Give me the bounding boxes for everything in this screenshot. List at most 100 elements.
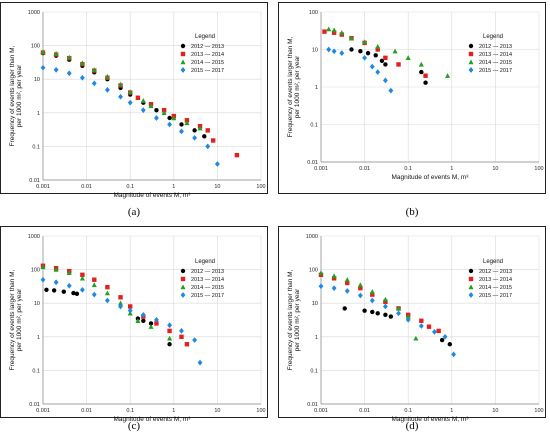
data-point [445, 73, 451, 78]
data-point [179, 128, 184, 135]
data-point [365, 50, 371, 56]
legend-title: Legend [483, 34, 503, 40]
legend-entry: 2012 — 2013 [191, 44, 224, 50]
data-point [357, 292, 363, 299]
data-point [418, 323, 424, 329]
data-point [154, 115, 159, 121]
x-tick-label: 10 [214, 408, 220, 414]
data-point [140, 107, 146, 113]
x-tick-label: 0.1 [404, 408, 412, 414]
data-point [370, 309, 375, 315]
y-tick-label: 0.1 [310, 123, 318, 129]
x-tick-label: 100 [256, 184, 265, 190]
data-point [331, 276, 337, 281]
x-tick-label: 0.01 [81, 184, 92, 190]
y-tick-label: 10 [312, 301, 318, 307]
data-point [392, 48, 398, 54]
legend-entry: 2012 — 2013 [191, 269, 224, 275]
legend-entry: 2013 — 2014 [191, 277, 224, 283]
series-2 [326, 26, 451, 78]
data-point [140, 311, 146, 318]
y-tick-label: 10 [34, 301, 40, 307]
data-point [388, 314, 394, 319]
legend-entry: 2015 — 2017 [191, 68, 224, 74]
data-point [413, 335, 419, 341]
x-tick-label: 10 [492, 408, 498, 414]
data-point [161, 107, 167, 113]
data-point [423, 80, 428, 85]
data-point [91, 80, 97, 87]
legend-marker [180, 268, 186, 274]
y-tick-label: 0.1 [32, 368, 40, 374]
data-point [388, 87, 394, 94]
y-tick-label: 100 [309, 268, 318, 274]
data-point [197, 125, 203, 131]
data-point [44, 287, 49, 293]
data-point [66, 70, 72, 77]
y-tick-label: 10 [34, 77, 40, 83]
data-point [140, 98, 146, 103]
y-tick-label: 1 [315, 335, 318, 341]
data-point [348, 35, 355, 41]
data-point [375, 47, 380, 52]
data-point [192, 134, 198, 141]
y-tick-label: 1000 [28, 234, 40, 240]
data-point [40, 49, 46, 55]
data-point [79, 275, 85, 281]
data-point [375, 311, 380, 316]
data-point [53, 66, 59, 73]
x-tick-label: 0.1 [126, 184, 134, 190]
data-point [447, 342, 453, 347]
data-point [80, 272, 85, 278]
data-point [395, 305, 402, 311]
data-point [375, 69, 381, 75]
data-point [322, 29, 327, 34]
data-point [405, 313, 411, 319]
data-point [418, 61, 424, 67]
panel-c-frame [0, 226, 268, 418]
data-point [127, 307, 133, 314]
data-point [66, 54, 72, 60]
data-point [61, 289, 67, 294]
y-tick-label: 0.1 [310, 368, 318, 374]
data-point [184, 342, 190, 347]
data-point [167, 328, 172, 334]
data-point [423, 73, 428, 78]
data-point [357, 282, 363, 288]
series-3 [40, 276, 203, 366]
data-point [118, 93, 123, 100]
legend-entry: 2012 — 2013 [479, 44, 512, 50]
data-point [104, 290, 110, 296]
y-axis-title-line2: per 1000 m², per year [16, 288, 23, 351]
data-point [234, 152, 240, 158]
data-point [104, 87, 110, 93]
y-tick-label: 10 [312, 48, 318, 54]
data-point [383, 312, 388, 318]
panel-d-label: (d) [405, 420, 419, 432]
data-point [197, 359, 203, 366]
data-point [318, 283, 324, 290]
data-point [331, 30, 337, 35]
y-axis-title-line1: Frequency of events larger than M, [9, 269, 16, 370]
data-point [179, 122, 184, 127]
y-tick-label: 0.01 [307, 402, 318, 408]
data-point [331, 285, 337, 292]
legend-marker [468, 284, 474, 290]
data-point [439, 337, 445, 343]
y-axis-title-line1: Frequency of events larger than M, [287, 269, 294, 370]
data-point [135, 95, 141, 100]
data-point [436, 328, 441, 334]
data-point [154, 107, 159, 113]
data-point [40, 264, 46, 270]
legend-marker [468, 51, 474, 57]
y-tick-label: 100 [309, 10, 318, 16]
y-tick-label: 1000 [306, 234, 318, 240]
data-point [118, 303, 123, 310]
data-point [358, 49, 363, 54]
series-3 [326, 46, 394, 94]
legend-marker [468, 292, 474, 298]
data-point [161, 110, 167, 115]
data-point [326, 46, 332, 53]
